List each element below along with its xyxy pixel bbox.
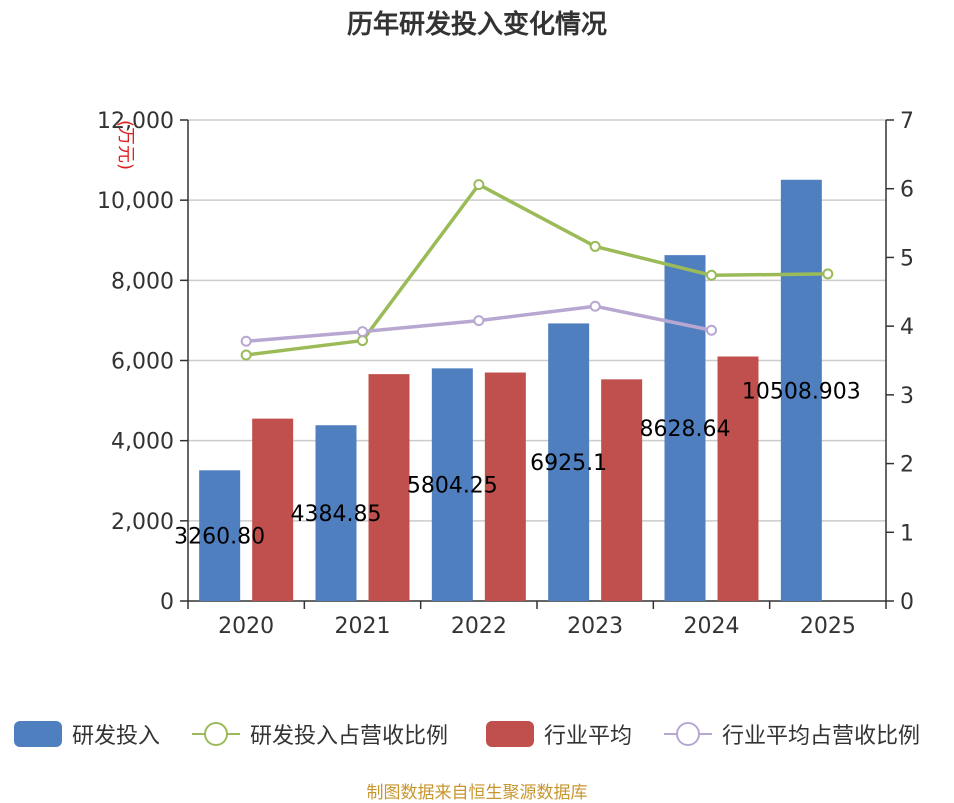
point-rd-ratio <box>589 240 601 252</box>
point-industry-ratio <box>473 315 485 327</box>
bar-rd-investment <box>780 179 822 602</box>
chart-title: 历年研发投入变化情况 <box>346 10 607 40</box>
data-label: 8628.64 <box>640 417 731 442</box>
point-industry-ratio <box>706 324 717 336</box>
legend-item-industry-avg[interactable]: 行业平均 <box>486 714 632 754</box>
data-label: 3260.80 <box>174 525 265 550</box>
legend-item-rd-ratio[interactable]: 研发投入占营收比例 <box>192 714 448 754</box>
data-label: 5804.25 <box>407 474 498 499</box>
data-label: 6925.1 <box>530 451 607 476</box>
y-tick-label: 0 <box>160 590 174 615</box>
legend-swatch-industry-avg <box>486 721 534 747</box>
line-rd-ratio <box>245 182 828 357</box>
y2-tick-label: 5 <box>900 246 914 271</box>
y-axis-unit-label: (万元) <box>115 120 136 170</box>
legend-label-rd-investment: 研发投入 <box>72 724 161 749</box>
y-tick-label: 8,000 <box>111 269 174 294</box>
bar-industry-avg <box>717 356 759 601</box>
point-rd-ratio <box>357 335 368 347</box>
y-tick-label: 2,000 <box>111 510 174 535</box>
y-tick-label: 6,000 <box>111 350 174 375</box>
bar-rd-investment <box>199 470 241 601</box>
x-tick-label: 2021 <box>335 614 391 639</box>
legend: 研发投入 研发投入占营收比例 行业平均 行业平均占营收比例 <box>0 714 954 754</box>
x-tick-label: 2022 <box>451 614 507 639</box>
y-tick-label: 4,000 <box>111 430 174 455</box>
bar-industry-avg <box>601 379 643 601</box>
legend-label-rd-ratio: 研发投入占营收比例 <box>250 724 449 749</box>
legend-swatch-rd-ratio <box>192 721 240 747</box>
x-tick-label: 2023 <box>567 614 623 639</box>
bar-industry-avg <box>368 374 410 601</box>
legend-label-industry-avg: 行业平均 <box>544 724 633 749</box>
y2-tick-label: 3 <box>900 384 914 409</box>
bar-rd-investment <box>431 368 473 601</box>
y2-tick-label: 4 <box>900 315 914 340</box>
bar-rd-investment <box>664 255 706 601</box>
data-label: 4384.85 <box>291 502 382 527</box>
legend-swatch-industry-ratio <box>664 721 712 747</box>
y2-tick-label: 6 <box>900 178 914 203</box>
y2-tick-label: 1 <box>900 521 914 546</box>
x-tick-label: 2025 <box>800 614 856 639</box>
y-tick-label: 10,000 <box>97 189 174 214</box>
legend-label-industry-ratio: 行业平均占营收比例 <box>722 724 921 749</box>
y2-tick-label: 0 <box>900 590 914 615</box>
point-rd-ratio <box>706 269 717 281</box>
data-label: 10508.903 <box>742 379 861 404</box>
legend-swatch-rd-investment <box>14 721 62 747</box>
bar-rd-investment <box>315 425 357 601</box>
point-rd-ratio <box>473 179 485 191</box>
bar-rd-investment <box>548 323 590 601</box>
y2-tick-label: 7 <box>900 109 914 134</box>
y-tick-label: 12,000 <box>97 109 174 134</box>
x-tick-label: 2020 <box>218 614 274 639</box>
point-industry-ratio <box>240 335 252 347</box>
point-industry-ratio <box>357 326 368 338</box>
y2-tick-label: 2 <box>900 453 914 478</box>
point-rd-ratio <box>822 268 834 280</box>
point-rd-ratio <box>240 349 252 361</box>
bar-industry-avg <box>252 418 294 601</box>
chart-plot: 0 2,000 4,000 6,000 8,000 10,000 12,000 0 1 2 3 4 5 6… <box>97 109 914 639</box>
legend-item-rd-investment[interactable]: 研发投入 <box>14 714 160 754</box>
legend-item-industry-ratio[interactable]: 行业平均占营收比例 <box>664 714 920 754</box>
bar-industry-avg <box>484 372 526 601</box>
footer-source: 制图数据来自恒生聚源数据库 <box>366 783 588 803</box>
point-industry-ratio <box>589 300 601 312</box>
x-tick-label: 2024 <box>684 614 740 639</box>
